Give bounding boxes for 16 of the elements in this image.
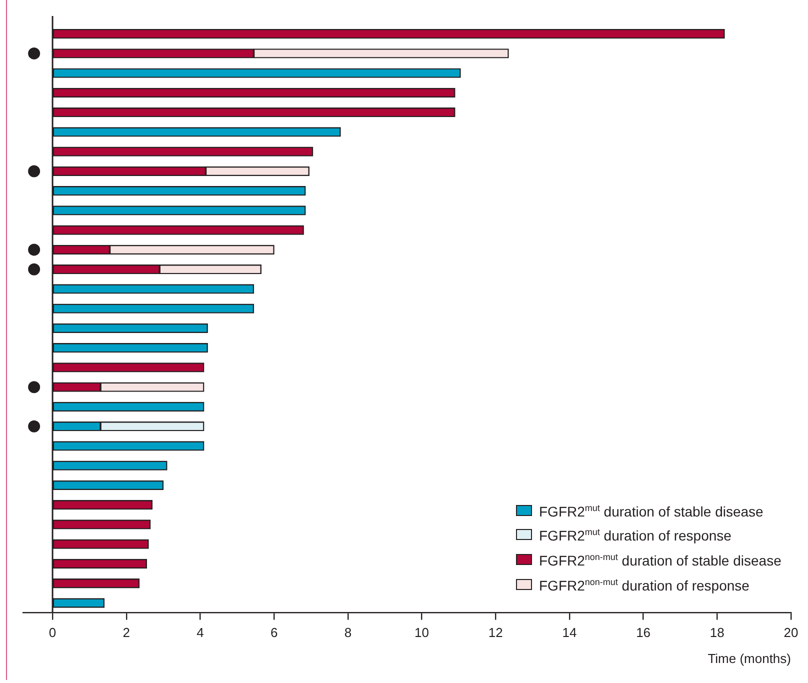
x-axis-title: Time (months)	[708, 650, 791, 666]
x-tick-label: 6	[270, 625, 278, 640]
legend-label: FGFR2$^{non-mut}$ duration of response	[539, 576, 750, 596]
x-tick-label: 20	[784, 625, 798, 640]
legend-label: FGFR2$^{non-mut}$ duration of stable disease	[539, 551, 782, 571]
x-tick-label: 4	[196, 625, 204, 640]
x-tick-label: 2	[122, 625, 130, 640]
x-tick-label: 12	[488, 625, 503, 640]
x-tick-label: 16	[636, 625, 651, 640]
x-tick-label: 0	[48, 625, 56, 640]
x-tick-label: 8	[344, 625, 352, 640]
x-tick-label: 18	[710, 625, 724, 640]
legend-label: FGFR2$^{mut}$ duration of stable disease	[539, 502, 764, 522]
x-tick-label: 10	[414, 625, 430, 640]
x-tick-label: 14	[562, 625, 577, 640]
legend-label: FGFR2$^{mut}$ duration of response	[539, 526, 732, 546]
